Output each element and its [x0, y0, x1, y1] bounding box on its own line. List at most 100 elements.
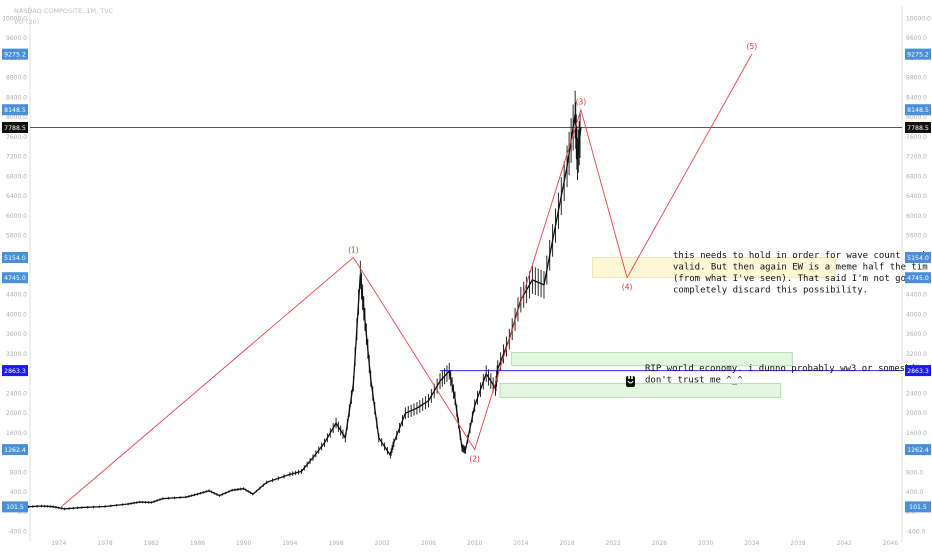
- x-tick: 2006: [421, 540, 436, 547]
- x-tick: 1978: [97, 540, 112, 547]
- wave-4-hold-zone: [592, 257, 836, 279]
- y-tick-left: 3200.0: [6, 351, 27, 358]
- y-tick-left: -400.0: [8, 529, 28, 536]
- wave-label: (3): [576, 98, 587, 107]
- wave-label: (4): [622, 283, 633, 292]
- y-tick-left: 6000.0: [6, 213, 27, 220]
- upper-support-zone: [511, 352, 793, 367]
- price-label-text: 2863.3: [4, 368, 26, 375]
- price-label-right: 2863.3: [905, 365, 931, 377]
- y-tick-left: 4000.0: [6, 311, 27, 318]
- x-tick: 1990: [236, 540, 251, 547]
- price-label-text: 5154.0: [907, 255, 929, 262]
- price-label-box: [2, 365, 28, 377]
- y-tick-right: 3600.0: [906, 331, 927, 338]
- price-label-right: 1262.4: [905, 444, 931, 456]
- price-label-box: [905, 48, 931, 60]
- annotation-text: this needs to hold in order for wave cou…: [673, 251, 928, 261]
- y-tick-right: 5600.0: [906, 233, 927, 240]
- x-tick: 2026: [652, 540, 667, 547]
- price-label-text: 2863.3: [907, 368, 929, 375]
- y-tick-right: 6400.0: [906, 193, 927, 200]
- price-label-right: 4745.0: [905, 272, 931, 284]
- y-tick-left: 2400.0: [6, 390, 27, 397]
- y-tick-left: 400.0: [10, 489, 27, 496]
- price-label-text: 1262.4: [4, 447, 26, 454]
- price-label-text: 9275.2: [4, 51, 26, 58]
- price-label-right: 7788.5: [905, 121, 931, 133]
- y-tick-left: 6400.0: [6, 193, 27, 200]
- price-label-left: 4745.0: [2, 272, 28, 284]
- y-tick-right: 6800.0: [906, 173, 927, 180]
- y-tick-left: 7600.0: [6, 134, 27, 141]
- y-tick-right: 0.0: [906, 509, 916, 516]
- y-tick-right: 8000.0: [906, 114, 927, 121]
- x-tick: 2038: [790, 540, 805, 547]
- price-label-left: 2863.3: [2, 365, 28, 377]
- annotation-text: valid. But then again EW is a meme half …: [673, 263, 928, 273]
- price-label-left: 101.5: [2, 501, 28, 513]
- y-tick-left: 2000.0: [6, 410, 27, 417]
- y-tick-left: 8400.0: [6, 94, 27, 101]
- price-label-left: 7788.5: [2, 121, 28, 133]
- price-label-text: 8148.5: [4, 107, 26, 114]
- elliott-wave-path: [60, 53, 753, 508]
- price-label-text: 101.5: [909, 504, 927, 511]
- smiley-mouth: [627, 380, 634, 384]
- x-tick: 2034: [744, 540, 759, 547]
- x-tick: 1982: [144, 540, 159, 547]
- lower-support-zone: [499, 383, 782, 398]
- price-series-line: [24, 113, 582, 510]
- price-label-box: [2, 272, 28, 284]
- price-label-text: 9275.2: [907, 51, 929, 58]
- x-tick: 2018: [559, 540, 574, 547]
- x-tick: 2046: [883, 540, 898, 547]
- y-tick-right: 4400.0: [906, 292, 927, 299]
- smiley-eye: [631, 376, 633, 379]
- price-label-box: [2, 121, 28, 133]
- price-label-box: [2, 444, 28, 456]
- y-tick-left: 4400.0: [6, 292, 27, 299]
- price-label-box: [2, 252, 28, 264]
- y-tick-left: 1600.0: [6, 430, 27, 437]
- price-label-box: [905, 121, 931, 133]
- y-tick-right: 3200.0: [906, 351, 927, 358]
- x-tick: 1998: [328, 540, 343, 547]
- y-tick-right: 9600.0: [906, 35, 927, 42]
- price-label-box: [2, 48, 28, 60]
- y-tick-left: 800.0: [10, 469, 27, 476]
- y-tick-right: 2000.0: [906, 410, 927, 417]
- price-label-right: 8148.5: [905, 104, 931, 116]
- y-tick-right: 7600.0: [906, 134, 927, 141]
- price-label-right: 5154.0: [905, 252, 931, 264]
- y-tick-left: 9600.0: [6, 35, 27, 42]
- price-label-text: 4745.0: [4, 275, 26, 282]
- indicator-label: Vol (20): [14, 18, 39, 26]
- annotation-text: RIP world economy. i dunno probably ww3 …: [645, 364, 927, 374]
- price-label-right: 101.5: [905, 501, 931, 513]
- x-tick: 1986: [190, 540, 205, 547]
- y-tick-right: 400.0: [906, 489, 923, 496]
- wave-label: (1): [348, 246, 359, 255]
- price-label-box: [905, 272, 931, 284]
- price-label-text: 1262.4: [907, 447, 929, 454]
- y-tick-right: 7200.0: [906, 154, 927, 161]
- x-tick: 2022: [606, 540, 621, 547]
- y-tick-left: 7200.0: [6, 154, 27, 161]
- x-tick: 1994: [282, 540, 297, 547]
- price-label-box: [905, 444, 931, 456]
- price-label-text: 4745.0: [907, 275, 929, 282]
- price-label-text: 101.5: [6, 504, 24, 511]
- wave-label: (2): [469, 455, 480, 464]
- price-label-box: [2, 501, 28, 513]
- price-label-box: [905, 104, 931, 116]
- price-label-box: [905, 365, 931, 377]
- y-tick-right: 8800.0: [906, 75, 927, 82]
- y-tick-left: 6800.0: [6, 173, 27, 180]
- y-tick-right: 6000.0: [906, 213, 927, 220]
- smiley-face: [626, 376, 635, 387]
- annotation-text: (from what I've seen). That said I'm not…: [673, 274, 922, 284]
- y-tick-left: 3600.0: [6, 331, 27, 338]
